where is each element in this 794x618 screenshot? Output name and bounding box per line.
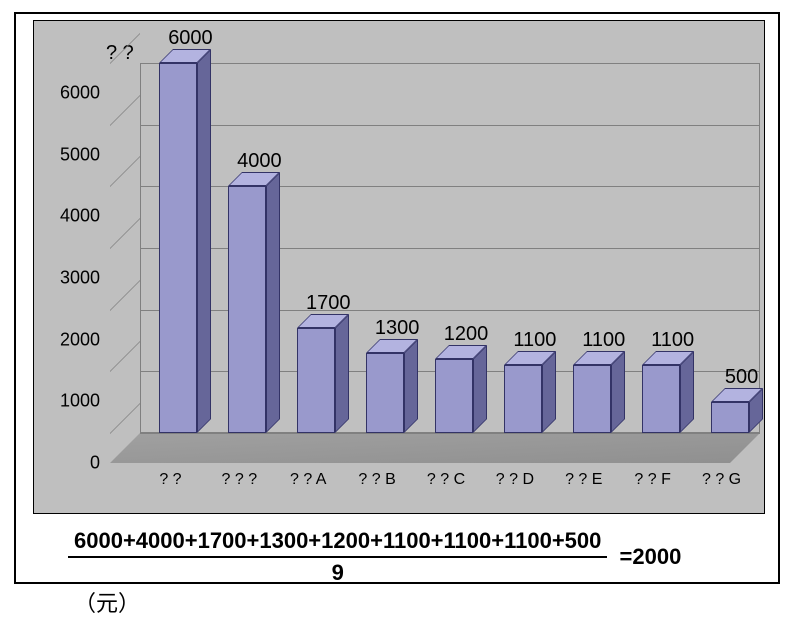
bar-side (404, 339, 418, 433)
formula-fraction: 6000+4000+1700+1300+1200+1100+1100+1100+… (68, 528, 607, 586)
y-tick-label: 4000 (40, 206, 100, 227)
x-tick-label: ? ? B (343, 471, 411, 489)
y-tick-label: 0 (40, 453, 100, 474)
gridline-depth (110, 280, 140, 340)
bar-value-label: 500 (702, 366, 782, 389)
x-tick-label: ? ? ? (205, 471, 273, 489)
formula-result: =2000 (620, 544, 682, 570)
bar-side (335, 314, 349, 433)
gridline-depth (110, 341, 140, 401)
x-tick-label: ? ? D (481, 471, 549, 489)
bar-value-label: 6000 (150, 27, 230, 50)
bar-side (197, 49, 211, 433)
formula-denominator: 9 (68, 558, 607, 586)
bar-value-label: 1700 (288, 292, 368, 315)
bar-side (680, 351, 694, 433)
bar (573, 365, 611, 433)
formula: 6000+4000+1700+1300+1200+1100+1100+1100+… (68, 528, 730, 618)
bar (642, 365, 680, 433)
bar (504, 365, 542, 433)
chart-bars (140, 63, 760, 433)
bar-front (297, 328, 335, 433)
bar (297, 328, 335, 433)
bar-front (711, 402, 749, 433)
bar-side (542, 351, 556, 433)
plot-area: 0100020003000400050006000 6000? ?4000? ?… (110, 63, 760, 463)
bar-value-label: 4000 (219, 150, 299, 173)
gridline-depth (110, 156, 140, 216)
y-tick-label: 5000 (40, 144, 100, 165)
gridline-depth (110, 218, 140, 278)
chart-panel: ? ? 0100020003000400050006000 6000? ?400… (33, 20, 765, 514)
bar (228, 186, 266, 433)
slide-frame: ? ? 0100020003000400050006000 6000? ?400… (14, 12, 780, 584)
y-tick-label: 3000 (40, 268, 100, 289)
x-tick-label: ? ? (136, 471, 204, 489)
bar-front (366, 353, 404, 433)
x-tick-label: ? ? F (619, 471, 687, 489)
formula-numerator: 6000+4000+1700+1300+1200+1100+1100+1100+… (68, 528, 607, 558)
y-tick-label: 1000 (40, 391, 100, 412)
bar-side (611, 351, 625, 433)
x-tick-label: ? ? C (412, 471, 480, 489)
formula-unit: （元） (74, 586, 140, 618)
chart-floor (110, 433, 760, 463)
bar (366, 353, 404, 433)
bar (711, 402, 749, 433)
x-tick-label: ? ? G (688, 471, 756, 489)
bar (435, 359, 473, 433)
y-tick-label: 6000 (40, 83, 100, 104)
x-tick-label: ? ? A (274, 471, 342, 489)
bar-front (228, 186, 266, 433)
x-tick-label: ? ? E (550, 471, 618, 489)
y-tick-label: 2000 (40, 329, 100, 350)
bar-value-label: 1100 (633, 329, 713, 352)
bar-front (159, 63, 197, 433)
bar (159, 63, 197, 433)
bar-side (473, 345, 487, 433)
gridline-depth (110, 95, 140, 155)
bar-front (642, 365, 680, 433)
bar-front (435, 359, 473, 433)
bar-front (504, 365, 542, 433)
bar-front (573, 365, 611, 433)
gridline (140, 433, 760, 434)
bar-side (266, 172, 280, 433)
